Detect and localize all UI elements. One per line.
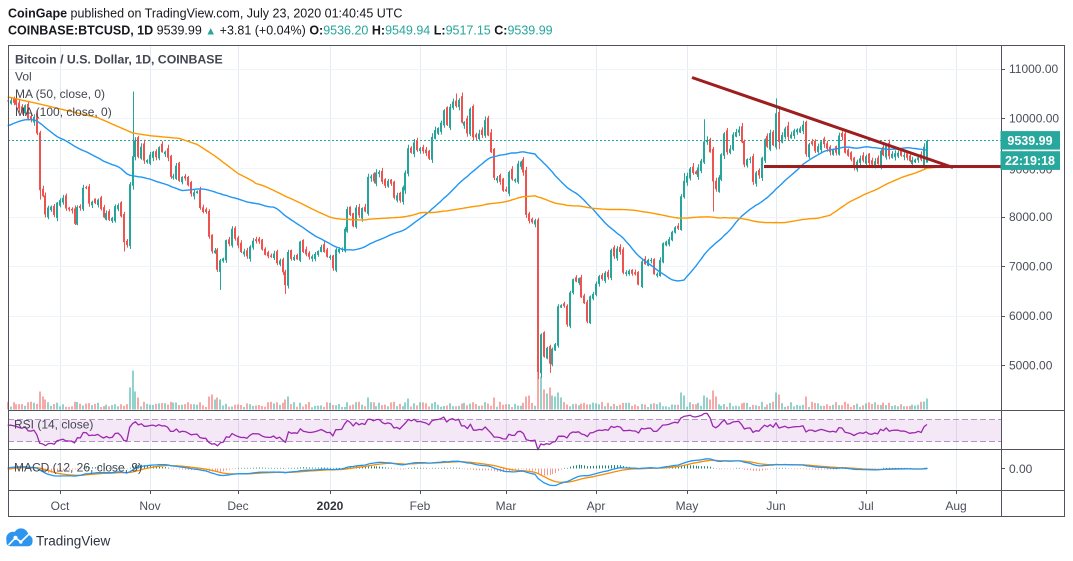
- svg-text:0.00: 0.00: [1009, 462, 1033, 476]
- svg-text:CoinGape published on TradingV: CoinGape published on TradingView.com, J…: [8, 7, 402, 21]
- svg-text:Jun: Jun: [766, 499, 785, 513]
- svg-text:6000.00: 6000.00: [1009, 309, 1053, 323]
- svg-text:Aug: Aug: [945, 499, 966, 513]
- svg-text:Mar: Mar: [496, 499, 517, 513]
- svg-text:Bitcoin / U.S. Dollar, 1D, COI: Bitcoin / U.S. Dollar, 1D, COINBASE: [15, 53, 223, 67]
- svg-text:7000.00: 7000.00: [1009, 260, 1053, 274]
- svg-text:22:19:18: 22:19:18: [1005, 154, 1055, 168]
- svg-text:9539.99: 9539.99: [1007, 134, 1052, 148]
- svg-text:Feb: Feb: [410, 499, 431, 513]
- svg-text:RSI (14, close): RSI (14, close): [14, 418, 93, 432]
- svg-text:COINBASE:BTCUSD, 1D 9539.99 ▲: COINBASE:BTCUSD, 1D 9539.99 ▲ +3.81 (+0.…: [8, 24, 553, 38]
- svg-text:Nov: Nov: [139, 499, 160, 513]
- svg-text:Vol: Vol: [15, 70, 32, 84]
- svg-text:Jul: Jul: [858, 499, 873, 513]
- svg-text:MACD (12, 26, close, 9): MACD (12, 26, close, 9): [14, 461, 142, 475]
- svg-text:MA (100, close, 0): MA (100, close, 0): [15, 105, 112, 119]
- svg-text:11000.00: 11000.00: [1009, 62, 1058, 76]
- svg-text:MA (50, close, 0): MA (50, close, 0): [15, 87, 105, 101]
- svg-text:TradingView: TradingView: [36, 534, 111, 549]
- svg-text:2020: 2020: [317, 499, 344, 513]
- svg-text:Oct: Oct: [51, 499, 70, 513]
- svg-text:Apr: Apr: [587, 499, 606, 513]
- svg-text:May: May: [676, 499, 699, 513]
- svg-text:5000.00: 5000.00: [1009, 358, 1053, 372]
- svg-text:Dec: Dec: [227, 499, 248, 513]
- svg-text:10000.00: 10000.00: [1009, 112, 1059, 126]
- svg-text:8000.00: 8000.00: [1009, 210, 1053, 224]
